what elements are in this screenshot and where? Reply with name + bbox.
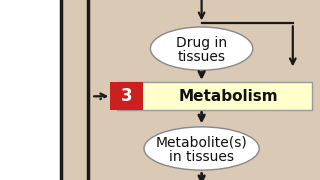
Ellipse shape [144, 127, 259, 170]
FancyBboxPatch shape [0, 0, 61, 180]
FancyBboxPatch shape [109, 82, 143, 110]
Text: Metabolism: Metabolism [179, 89, 279, 104]
Text: in tissues: in tissues [169, 150, 234, 164]
FancyBboxPatch shape [117, 82, 312, 110]
Text: tissues: tissues [178, 50, 226, 64]
Ellipse shape [150, 27, 253, 70]
Text: 3: 3 [121, 87, 132, 105]
Text: Drug in: Drug in [176, 36, 227, 50]
Text: Metabolite(s): Metabolite(s) [156, 135, 247, 149]
